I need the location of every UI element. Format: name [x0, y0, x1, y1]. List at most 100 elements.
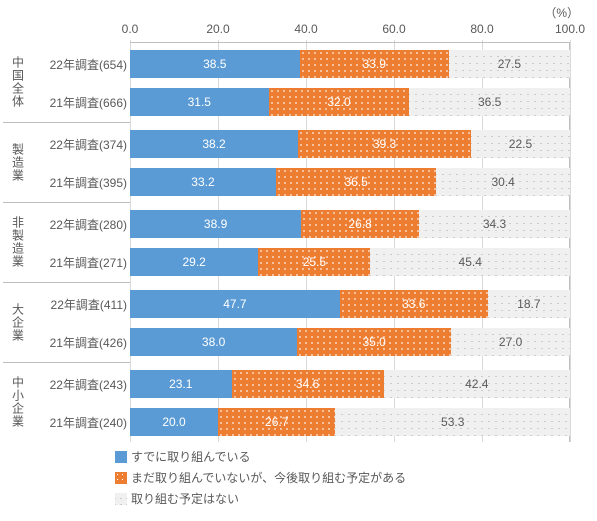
bar-row: 20.0 26.7 53.3 [130, 408, 570, 436]
bar-value-label: 26.8 [348, 217, 371, 231]
bar-value-label: 34.6 [296, 377, 319, 391]
row-label: 21年調査(395) [32, 174, 127, 191]
row-label: 22年調査(411) [32, 296, 127, 313]
bar-segment: 18.7 [488, 290, 570, 318]
axis-tick: 60.0 [382, 22, 405, 36]
bar-value-label: 26.7 [265, 415, 288, 429]
bar-value-label: 35.0 [363, 335, 386, 349]
bar-value-label: 38.5 [203, 57, 226, 71]
bar-row: 38.9 26.8 34.3 [130, 210, 570, 238]
group-divider [3, 122, 130, 123]
bar-row: 23.1 34.6 42.4 [130, 370, 570, 398]
legend-swatch [115, 451, 127, 463]
bar-segment: 20.0 [130, 408, 218, 436]
axis-tick: 0.0 [122, 22, 139, 36]
bar-value-label: 23.1 [169, 377, 192, 391]
bar-value-label: 18.7 [517, 297, 540, 311]
bar-segment: 35.0 [297, 328, 451, 356]
row-label: 22年調査(654) [32, 56, 127, 73]
bar-value-label: 32.0 [327, 95, 350, 109]
row-label: 22年調査(280) [32, 216, 127, 233]
row-label: 21年調査(426) [32, 334, 127, 351]
legend-item: まだ取り組んでいないが、今後取り組む予定がある [115, 469, 406, 486]
bar-value-label: 36.5 [344, 175, 367, 189]
bar-row: 31.5 32.0 36.5 [130, 88, 570, 116]
bar-value-label: 27.0 [499, 335, 522, 349]
bar-segment: 38.9 [130, 210, 301, 238]
legend-label: 取り組む予定はない [131, 490, 239, 507]
stacked-bar-chart: （%） 0.0 20.0 40.0 60.0 80.0 100.0 38.5 33.9 27.… [0, 0, 597, 521]
bar-segment: 33.2 [130, 168, 276, 196]
bar-value-label: 27.5 [498, 57, 521, 71]
bar-value-label: 38.2 [202, 137, 225, 151]
bar-segment: 38.0 [130, 328, 297, 356]
axis-tick: 40.0 [294, 22, 317, 36]
legend-label: すでに取り組んでいる [131, 448, 251, 465]
group-label: 中小企業 [4, 362, 32, 442]
row-label: 21年調査(271) [32, 254, 127, 271]
bar-value-label: 22.5 [509, 137, 532, 151]
legend-label: まだ取り組んでいないが、今後取り組む予定がある [131, 469, 406, 486]
row-label: 22年調査(243) [32, 376, 127, 393]
bar-segment: 38.2 [130, 130, 298, 158]
group-label: 大企業 [4, 282, 32, 362]
bar-segment: 39.3 [298, 130, 471, 158]
bar-segment: 27.0 [451, 328, 570, 356]
bar-segment: 30.4 [436, 168, 570, 196]
bar-segment: 26.7 [218, 408, 335, 436]
unit-label: （%） [544, 4, 579, 21]
group-divider [3, 282, 130, 283]
row-label: 21年調査(666) [32, 94, 127, 111]
bar-row: 38.5 33.9 27.5 [130, 50, 570, 78]
group-label: 製造業 [4, 122, 32, 202]
gridline [570, 40, 571, 442]
bar-segment: 34.6 [232, 370, 384, 398]
bar-value-label: 34.3 [483, 217, 506, 231]
axis-tick: 100.0 [555, 22, 585, 36]
group-divider [3, 362, 130, 363]
bar-segment: 36.5 [276, 168, 436, 196]
bar-segment: 34.3 [419, 210, 570, 238]
bar-segment: 31.5 [130, 88, 269, 116]
bar-segment: 33.9 [300, 50, 449, 78]
legend-item: 取り組む予定はない [115, 490, 239, 507]
bar-value-label: 38.9 [204, 217, 227, 231]
bar-segment: 23.1 [130, 370, 232, 398]
bar-value-label: 45.4 [459, 255, 482, 269]
legend: すでに取り組んでいるまだ取り組んでいないが、今後取り組む予定がある取り組む予定は… [115, 448, 585, 511]
bar-value-label: 36.5 [478, 95, 501, 109]
row-label: 21年調査(240) [32, 414, 127, 431]
legend-swatch [115, 493, 127, 505]
bar-segment: 22.5 [471, 130, 570, 158]
plot-area: 38.5 33.9 27.5 31.5 32.0 36.5 38.2 39.3 22.5 33.2… [130, 42, 570, 442]
bar-row: 38.0 35.0 27.0 [130, 328, 570, 356]
bar-value-label: 31.5 [188, 95, 211, 109]
group-label: 非製造業 [4, 202, 32, 282]
legend-swatch [115, 472, 127, 484]
bar-segment: 47.7 [130, 290, 340, 318]
bar-value-label: 42.4 [465, 377, 488, 391]
bar-row: 38.2 39.3 22.5 [130, 130, 570, 158]
bar-row: 33.2 36.5 30.4 [130, 168, 570, 196]
bar-row: 29.2 25.5 45.4 [130, 248, 570, 276]
bar-value-label: 39.3 [373, 137, 396, 151]
bar-value-label: 47.7 [223, 297, 246, 311]
bar-value-label: 53.3 [441, 415, 464, 429]
bar-segment: 29.2 [130, 248, 258, 276]
bar-value-label: 25.5 [303, 255, 326, 269]
bar-segment: 27.5 [449, 50, 570, 78]
bar-segment: 45.4 [370, 248, 570, 276]
axis-tick: 80.0 [470, 22, 493, 36]
bar-value-label: 30.4 [491, 175, 514, 189]
bar-segment: 32.0 [269, 88, 410, 116]
bar-segment: 36.5 [409, 88, 570, 116]
bar-segment: 25.5 [258, 248, 370, 276]
bar-value-label: 20.0 [162, 415, 185, 429]
bar-value-label: 33.2 [191, 175, 214, 189]
bar-segment: 42.4 [384, 370, 570, 398]
legend-item: すでに取り組んでいる [115, 448, 251, 465]
bar-row: 47.7 33.6 18.7 [130, 290, 570, 318]
bar-value-label: 33.6 [402, 297, 425, 311]
row-label: 22年調査(374) [32, 136, 127, 153]
bar-segment: 38.5 [130, 50, 300, 78]
